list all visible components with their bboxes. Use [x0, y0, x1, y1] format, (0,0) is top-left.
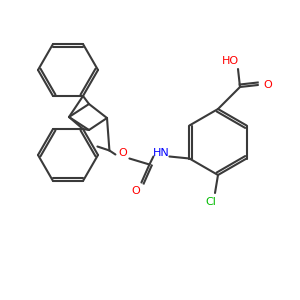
Text: Cl: Cl [206, 197, 216, 207]
Text: HN: HN [153, 148, 170, 158]
Text: O: O [131, 185, 140, 196]
Text: O: O [264, 80, 272, 90]
Text: HO: HO [221, 56, 239, 66]
Text: O: O [118, 148, 127, 158]
